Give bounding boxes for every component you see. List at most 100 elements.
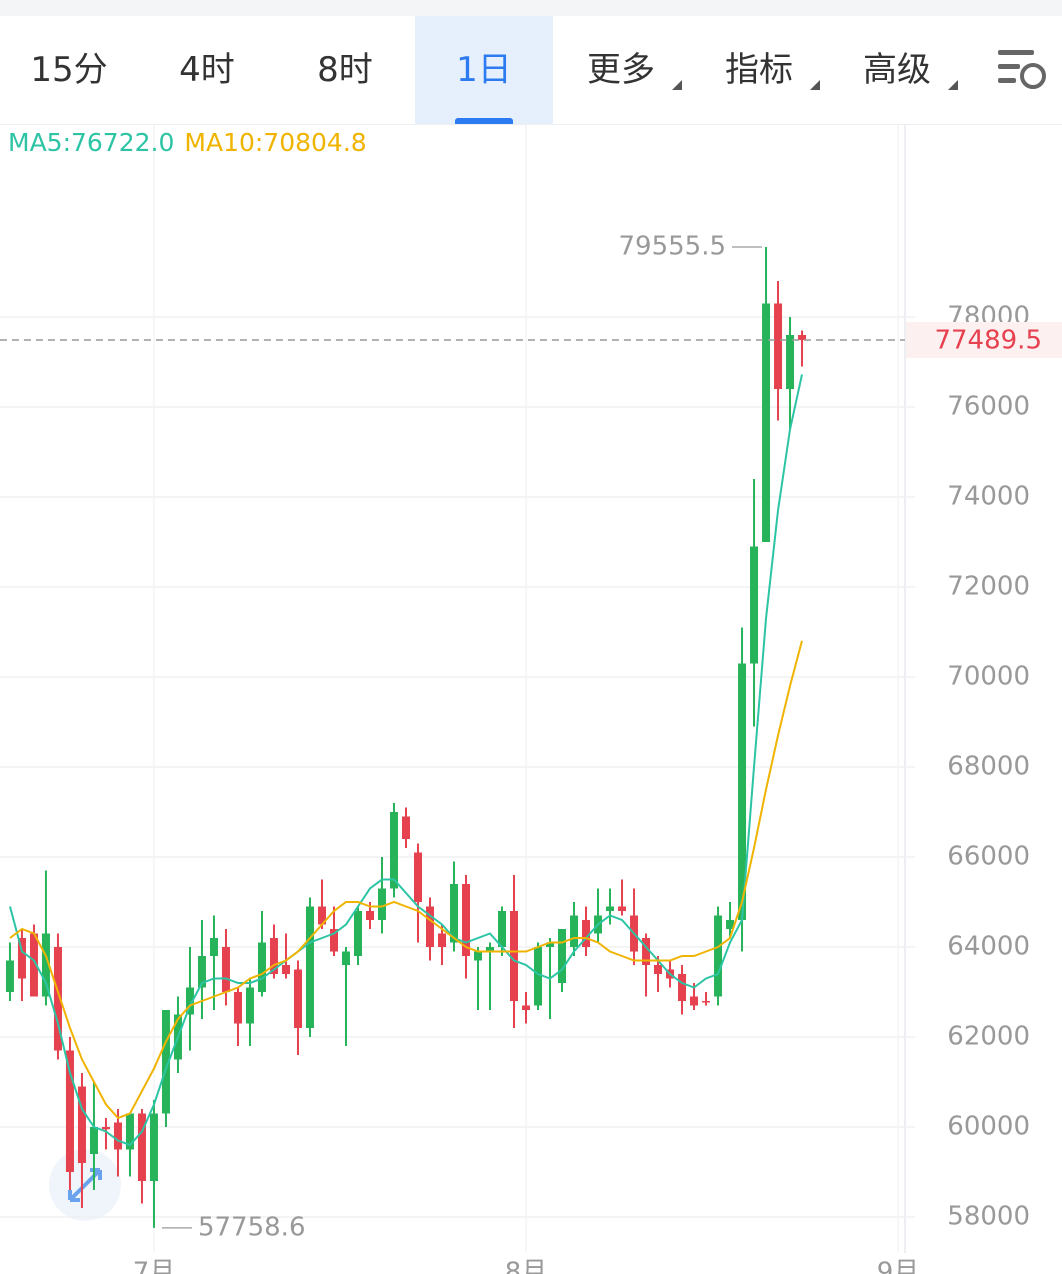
icon-line [998,50,1034,55]
candle-body [233,992,242,1024]
candle-body [462,884,471,957]
candle-body [450,884,459,943]
y-tick-label: 72000 [947,572,1030,602]
tab[interactable]: 8时 [276,16,414,124]
candle-body [642,938,651,966]
candle-body [678,974,687,1002]
tab-label: 指标 [725,50,793,90]
tab-label: 更多 [587,50,655,90]
candle-body [798,335,807,340]
candle-body [510,911,519,1002]
x-tick-label: 8月 [505,1258,548,1274]
candle-body [618,906,627,912]
icon-line [998,64,1020,69]
candle-body [89,1127,98,1155]
candle-body [558,929,567,984]
candle-body [762,303,771,543]
candle-body [305,906,314,1029]
candle-body [161,1010,170,1114]
candle-body [329,929,338,952]
legend-entry: MA5:76722.0 [8,128,174,157]
candle-body [65,1050,74,1173]
candle-body [209,938,218,957]
candle-body [29,933,38,997]
candle-body [654,965,663,975]
candle-body [269,938,278,975]
candle-body [77,1086,86,1164]
tab-label: 8时 [317,50,373,90]
grid [0,124,915,1253]
tab[interactable]: 15分 [0,16,138,124]
candle-body [570,915,579,948]
x-tick-label: 7月 [133,1258,176,1274]
x-tick-label: 9月 [877,1258,920,1274]
candle-body [425,906,434,948]
ma-line [9,640,803,1120]
candle-body [546,942,555,948]
y-tick-label: 68000 [947,752,1030,782]
y-tick-label: 58000 [947,1202,1030,1232]
candle-body [17,938,26,979]
tab[interactable]: 指标 [690,16,828,124]
candle-body [185,987,194,1015]
candle-body [113,1122,122,1150]
tab-label: 4时 [179,50,235,90]
candle-body [293,969,302,1029]
tab[interactable]: 1日 [415,16,553,124]
candles [5,247,807,1228]
y-tick-label: 70000 [947,662,1030,692]
candle-body [726,920,735,930]
candle-body [137,1113,146,1182]
icon-gear [1020,63,1046,89]
candle-body [702,1001,711,1003]
settings-icon[interactable] [998,50,1046,89]
candle-body [774,303,783,390]
candle-body [149,1113,158,1182]
y-tick-label: 62000 [947,1022,1030,1052]
tab[interactable]: 更多 [552,16,690,124]
candle-body [41,933,50,997]
menu-indicator [672,80,682,90]
selected-underline [455,118,513,124]
candle-body [786,335,795,390]
y-tick-label: 66000 [947,842,1030,872]
candle-body [365,911,374,921]
menu-indicator [948,80,958,90]
y-tick-label: 64000 [947,932,1030,962]
low-label: 57758.6 [198,1212,306,1242]
period-tabs: 15分 4时 8时 1日 更多 指标 高级 [0,16,1062,125]
y-tick-label: 74000 [947,482,1030,512]
candle-body [413,852,422,903]
candle-body [257,942,266,993]
last-price-label: 77489.5 [934,325,1042,355]
menu-indicator [810,80,820,90]
legend-entry: MA10:70804.8 [184,128,366,157]
candle-body [437,933,446,948]
candle-body [582,920,591,948]
candle-body [401,816,410,840]
ma-line [9,374,803,1147]
candle-body [522,1005,531,1011]
tab-label: 高级 [863,50,931,90]
candle-body [474,951,483,961]
last-price-box [906,321,1062,358]
status-strip [0,0,1062,16]
expand-arrows [68,1168,102,1202]
tab-label: 15分 [30,50,108,90]
candle-body [498,911,507,948]
tab[interactable]: 4时 [138,16,276,124]
candle-body [690,996,699,1006]
high-label: 79555.5 [618,232,726,262]
candle-body [53,947,62,1051]
tab[interactable]: 高级 [828,16,966,124]
y-tick-label: 76000 [947,392,1030,422]
candle-body [377,888,386,921]
candle-body [353,911,362,957]
candle-body [486,947,495,952]
candle-body [389,812,398,889]
candle-body [245,987,254,1024]
candle-body [534,947,543,1006]
tab-label: 1日 [456,50,512,90]
